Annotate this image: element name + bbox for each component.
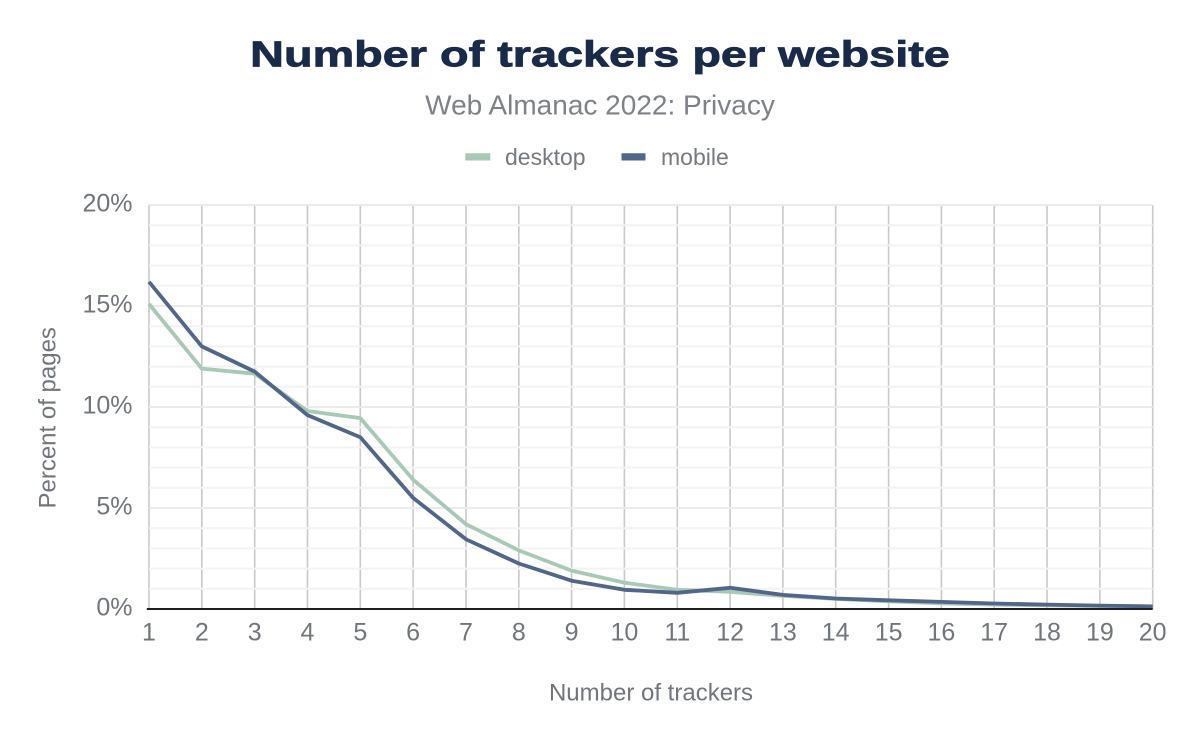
svg-text:2: 2 [195,619,209,647]
svg-text:6: 6 [406,619,420,647]
svg-text:Number of trackers: Number of trackers [549,679,753,706]
svg-text:Web Almanac 2022: Privacy: Web Almanac 2022: Privacy [425,90,775,121]
svg-text:7: 7 [459,619,473,647]
svg-text:20: 20 [1139,619,1167,647]
svg-text:5%: 5% [96,492,132,520]
svg-text:8: 8 [512,619,526,647]
svg-text:10%: 10% [82,391,132,419]
svg-text:11: 11 [664,619,690,647]
svg-text:16: 16 [927,619,955,647]
svg-text:13: 13 [769,619,797,647]
svg-text:3: 3 [248,619,262,647]
svg-text:15%: 15% [82,290,132,318]
svg-text:18: 18 [1033,619,1061,647]
svg-text:1: 1 [142,619,156,647]
svg-text:15: 15 [875,619,903,647]
svg-text:10: 10 [610,619,638,647]
svg-text:12: 12 [716,619,744,647]
svg-text:0%: 0% [96,593,132,621]
svg-text:20%: 20% [82,189,132,217]
svg-text:4: 4 [301,619,315,647]
svg-text:19: 19 [1086,619,1114,647]
svg-text:Percent of pages: Percent of pages [34,327,61,508]
svg-text:Number of trackers per website: Number of trackers per website [250,34,950,75]
svg-text:17: 17 [980,619,1008,647]
svg-text:desktop: desktop [505,144,586,170]
svg-text:14: 14 [822,619,850,647]
svg-text:9: 9 [565,619,579,647]
svg-text:5: 5 [353,619,367,647]
svg-text:mobile: mobile [661,144,729,170]
